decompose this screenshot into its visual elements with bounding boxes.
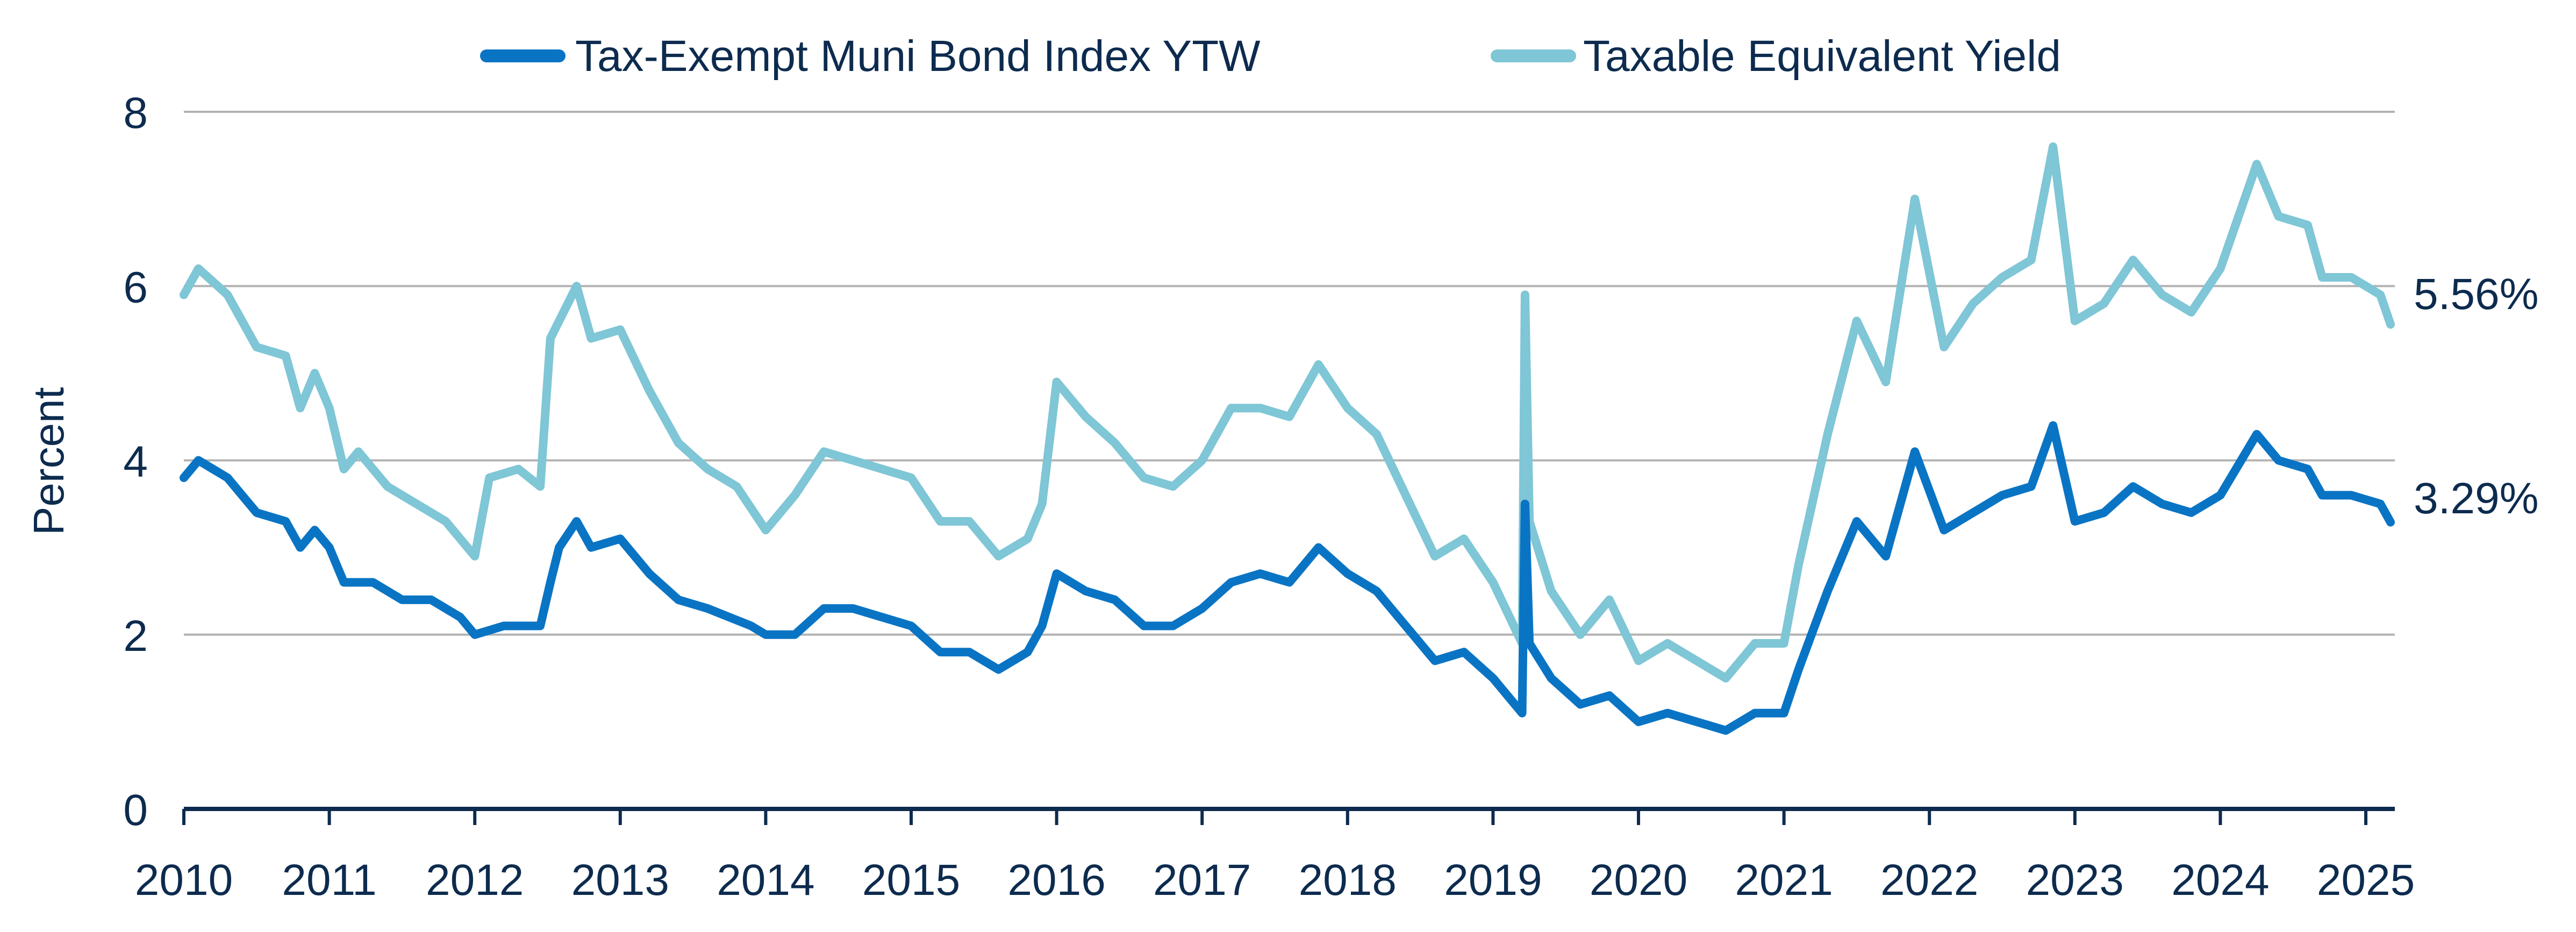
- series-lines: [180, 142, 2395, 735]
- x-tick-label: 2021: [1735, 856, 1833, 905]
- x-tick-label: 2017: [1153, 856, 1251, 905]
- taxable-equivalent-yield-line: [180, 142, 2395, 683]
- y-tick-label: 8: [123, 89, 148, 138]
- gridlines: [184, 111, 2395, 636]
- x-tick-label: 2023: [2026, 856, 2124, 905]
- legend-label-muni: Tax-Exempt Muni Bond Index YTW: [575, 32, 1261, 81]
- x-tick-label: 2014: [717, 856, 814, 905]
- y-axis-ticks: 0 2 4 6 8: [123, 89, 148, 835]
- y-tick-label: 6: [123, 263, 148, 312]
- y-axis-label: Percent: [25, 387, 73, 535]
- y-tick-label: 4: [123, 438, 148, 486]
- x-axis-ticks: 2010 2011 2012 2013 2014 2015 2016 2017 2018 2019…: [135, 809, 2415, 905]
- x-tick-label: 2018: [1299, 856, 1397, 905]
- end-label-taxable: 5.56%: [2414, 270, 2539, 319]
- y-tick-label: 0: [123, 786, 148, 835]
- x-tick-label: 2010: [135, 856, 233, 905]
- legend: Tax-Exempt Muni Bond Index YTW Taxable E…: [480, 32, 2061, 81]
- x-tick-label: 2025: [2317, 856, 2415, 905]
- legend-label-taxable: Taxable Equivalent Yield: [1583, 32, 2061, 81]
- x-tick-label: 2024: [2171, 856, 2269, 905]
- y-tick-label: 2: [123, 612, 148, 661]
- x-tick-label: 2020: [1590, 856, 1687, 905]
- x-tick-label: 2016: [1007, 856, 1105, 905]
- x-tick-label: 2012: [426, 856, 524, 905]
- x-tick-label: 2019: [1444, 856, 1542, 905]
- x-tick-label: 2015: [862, 856, 960, 905]
- x-tick-label: 2022: [1880, 856, 1978, 905]
- muni-ytw-line: [180, 421, 2395, 735]
- end-label-muni: 3.29%: [2414, 474, 2539, 523]
- x-tick-label: 2011: [282, 856, 376, 905]
- x-tick-label: 2013: [571, 856, 669, 905]
